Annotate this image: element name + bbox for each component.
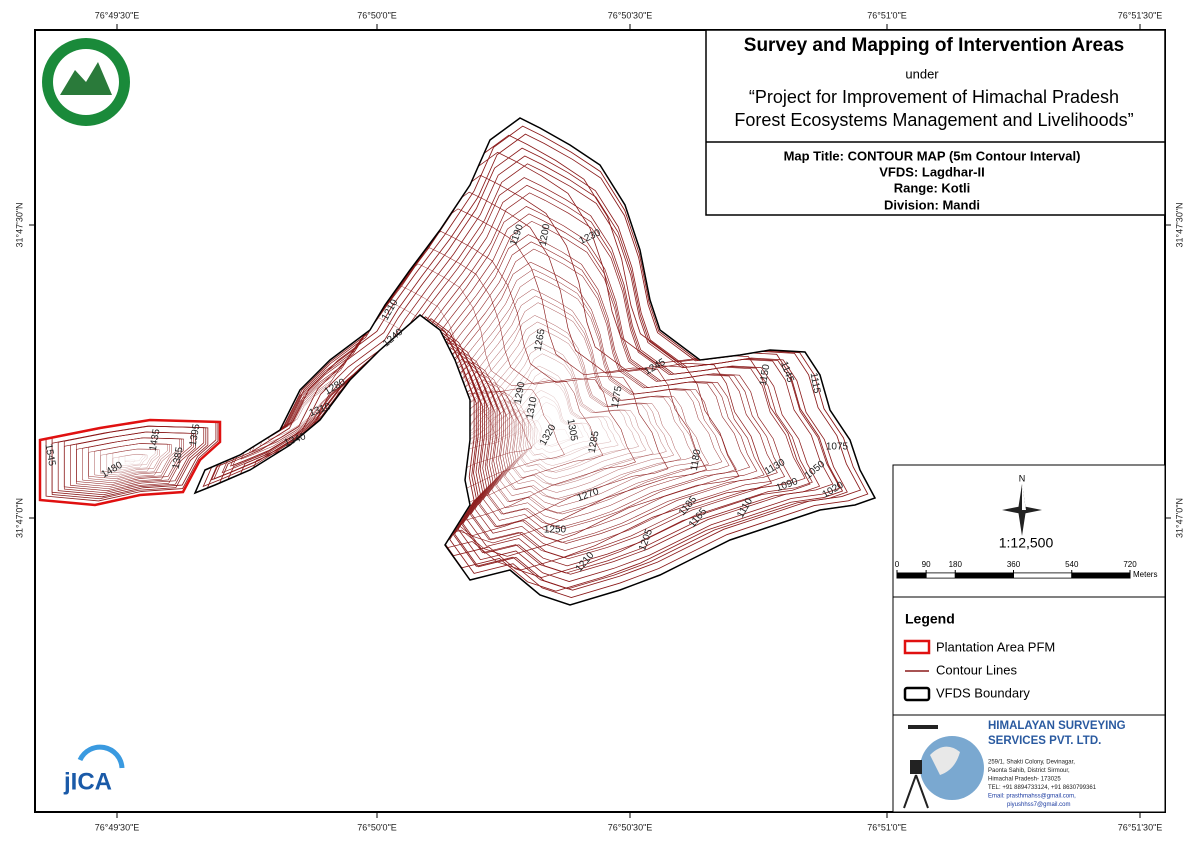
legend-swatch: [903, 686, 931, 702]
graticule-label: 76°51'0"E: [867, 822, 907, 832]
company-logo: [903, 725, 984, 809]
north-arrow: [1002, 484, 1042, 536]
scale-tick-label: 540: [1065, 560, 1079, 569]
contour-label: 1180: [689, 448, 704, 472]
company-name: HIMALAYAN SURVEYING: [988, 720, 1126, 732]
legend-swatch: [903, 639, 931, 655]
contour-label: 1285: [587, 430, 602, 454]
contour-label: 1310: [525, 396, 540, 420]
company-address: 259/1, Shakti Colony, Devinagar,: [988, 760, 1075, 766]
contour-label: 1250: [544, 525, 567, 536]
company-address: TEL: +91 8894733124, +91 8630799361: [988, 785, 1097, 791]
title: Survey and Mapping of Intervention Areas: [744, 35, 1124, 56]
contour-label: 1075: [826, 442, 849, 453]
graticule-label: 31°47'0"N: [14, 498, 24, 538]
scale-segment: [1071, 572, 1131, 579]
graticule-label: 76°50'30"E: [608, 822, 653, 832]
scale-units: Meters: [1133, 570, 1157, 579]
scale-tick-label: 180: [949, 560, 963, 569]
legend-label: Plantation Area PFM: [936, 639, 1055, 654]
legend-label: VFDS Boundary: [936, 685, 1030, 700]
scale-segment: [925, 572, 956, 579]
graticule-label: 76°51'0"E: [867, 10, 907, 20]
under: under: [905, 66, 939, 81]
vfds: VFDS: Lagdhar-II: [879, 164, 984, 179]
company-name: SERVICES PVT. LTD.: [988, 735, 1101, 747]
graticule-label: 31°47'30"N: [1174, 202, 1184, 247]
scale-tick-label: 0: [895, 560, 900, 569]
map-title: Map Title: CONTOUR MAP (5m Contour Inter…: [784, 148, 1081, 163]
scale-ratio: 1:12,500: [999, 535, 1054, 551]
project-line: “Project for Improvement of Himachal Pra…: [749, 87, 1119, 107]
legend-title: Legend: [905, 611, 955, 627]
graticule-label: 76°50'0"E: [357, 10, 397, 20]
division: Division: Mandi: [884, 197, 980, 212]
company-address: Email: prasthmahss@gmail.com,: [988, 794, 1076, 800]
graticule-label: 76°51'30"E: [1118, 822, 1163, 832]
contour-label: 1385: [171, 446, 186, 470]
contour-label: 1275: [610, 385, 625, 409]
legend-label: Contour Lines: [936, 662, 1017, 677]
graticule-label: 76°49'30"E: [95, 10, 140, 20]
graticule-label: 31°47'30"N: [14, 202, 24, 247]
scale-tick-label: 90: [922, 560, 931, 569]
scale-tick-label: 360: [1007, 560, 1021, 569]
north-label: N: [1019, 473, 1026, 483]
contour-label: 1150: [758, 363, 773, 387]
graticule-label: 76°49'30"E: [95, 822, 140, 832]
contour-label: 1115: [808, 372, 823, 395]
legend-box: [892, 596, 1166, 716]
contour-label: 1200: [538, 223, 553, 247]
scale-tick-label: 720: [1123, 560, 1137, 569]
forest-logo: [42, 38, 130, 126]
contour-label: 1265: [533, 328, 548, 352]
title-box: [705, 29, 1166, 216]
scale-segment: [896, 572, 927, 579]
company-address: Himachal Pradesh- 173025: [988, 777, 1061, 783]
contour-label: 1395: [188, 423, 203, 447]
graticule-label: 76°51'30"E: [1118, 10, 1163, 20]
graticule-label: 31°47'0"N: [1174, 498, 1184, 538]
range: Range: Kotli: [894, 180, 971, 195]
project-line: Forest Ecosystems Management and Livelih…: [734, 110, 1133, 130]
company-address: piyushhss7@gmail.com: [1007, 802, 1070, 808]
scale-segment: [954, 572, 1014, 579]
company-address: Paonta Sahib, District Sirmour,: [988, 768, 1070, 774]
jica-logo: jICA: [63, 744, 125, 795]
contour-label: 1305: [565, 418, 580, 442]
graticule-label: 76°50'0"E: [357, 822, 397, 832]
jica-text: jICA: [63, 768, 112, 795]
contour-label: 1290: [513, 381, 528, 405]
scale-segment: [1013, 572, 1073, 579]
contour-label: 1435: [148, 428, 163, 452]
contour-label: 1545: [43, 443, 58, 467]
graticule-label: 76°50'30"E: [608, 10, 653, 20]
